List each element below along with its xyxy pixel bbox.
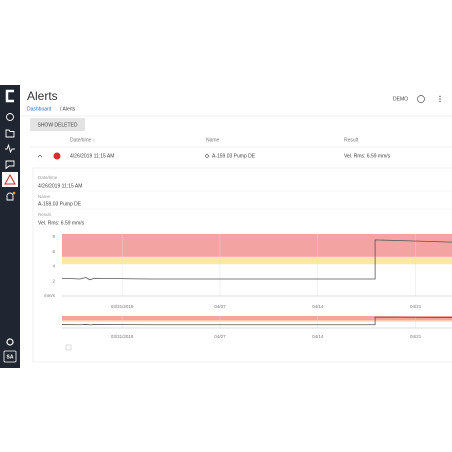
y-tick-label: 4 — [52, 264, 55, 269]
checkbox[interactable] — [65, 344, 72, 351]
row-name[interactable]: A-159.03 Pump DE — [212, 153, 256, 159]
nav-alerts-active[interactable] — [2, 172, 18, 187]
threshold-band — [62, 316, 452, 321]
x-tick-label: 04/21 — [410, 304, 422, 309]
y-tick-label: mm/s — [44, 293, 56, 298]
column-header[interactable]: Result — [344, 137, 359, 143]
column-header[interactable]: Name — [206, 137, 220, 143]
row-result[interactable]: Vel. Rms: 6.59 mm/s — [344, 153, 391, 159]
nav-timer[interactable] — [6, 113, 14, 121]
detail-panel — [32, 167, 452, 363]
y-tick-label: 8 — [52, 234, 55, 239]
x-tick-label: 04/21 — [410, 334, 422, 339]
field-label: Name — [38, 194, 51, 199]
field-value: 4/26/2019 11:15 AM — [38, 183, 82, 189]
logo[interactable] — [5, 89, 14, 103]
threshold-band — [62, 234, 452, 257]
nav-notifications[interactable] — [6, 192, 14, 201]
x-tick-label: 04/07 — [214, 304, 226, 309]
sidebar — [0, 85, 20, 368]
data-line — [61, 239, 452, 281]
data-line — [61, 316, 452, 326]
x-tick-label: 04/14 — [312, 304, 324, 309]
field-label: Date/time — [38, 175, 58, 180]
column-header[interactable]: Date/time ↓ — [70, 137, 95, 143]
user-name[interactable]: DEMO — [393, 96, 408, 102]
breadcrumb-link[interactable]: Dashboard — [27, 106, 52, 112]
menu-button[interactable] — [439, 95, 441, 103]
threshold-band — [62, 320, 452, 322]
field-value: A-159.03 Pump DE — [38, 201, 82, 207]
x-tick-label: 04/14 — [312, 334, 324, 339]
user-initials: SA — [7, 354, 14, 360]
asset-icon — [204, 153, 210, 159]
nav-messages[interactable] — [5, 160, 15, 170]
x-tick-label: 03/31/2019 — [111, 304, 134, 309]
breadcrumb-current: / Alerts — [60, 106, 76, 112]
help-button[interactable] — [417, 95, 425, 103]
field-label: Result — [38, 212, 52, 217]
button-label: SHOW DELETED — [37, 122, 77, 128]
user-badge[interactable] — [3, 350, 17, 363]
field-value: Vel. Rms: 6.59 mm/s — [38, 220, 85, 226]
show-deleted-button[interactable] — [30, 118, 85, 131]
notification-dot — [12, 191, 16, 195]
x-tick-label: 04/07 — [214, 334, 226, 339]
nav-folder[interactable] — [5, 129, 15, 138]
y-tick-label: 2 — [52, 278, 55, 283]
y-tick-label: 6 — [52, 249, 55, 254]
collapse-toggle[interactable] — [37, 154, 43, 158]
threshold-band — [62, 256, 452, 265]
row-date[interactable]: 4/26/2019 11:15 AM — [70, 153, 114, 159]
nav-settings[interactable] — [6, 338, 14, 346]
page-title: Alerts — [27, 89, 58, 103]
nav-activity[interactable] — [5, 143, 15, 154]
chart: 03/31/2019 04/07 04/14 04/21 mm/s 2 4 6 8 03/31/2… — [44, 234, 452, 339]
x-tick-label: 03/31/2019 — [111, 334, 134, 339]
alert-icon — [4, 173, 16, 185]
severity-dot — [53, 152, 61, 160]
